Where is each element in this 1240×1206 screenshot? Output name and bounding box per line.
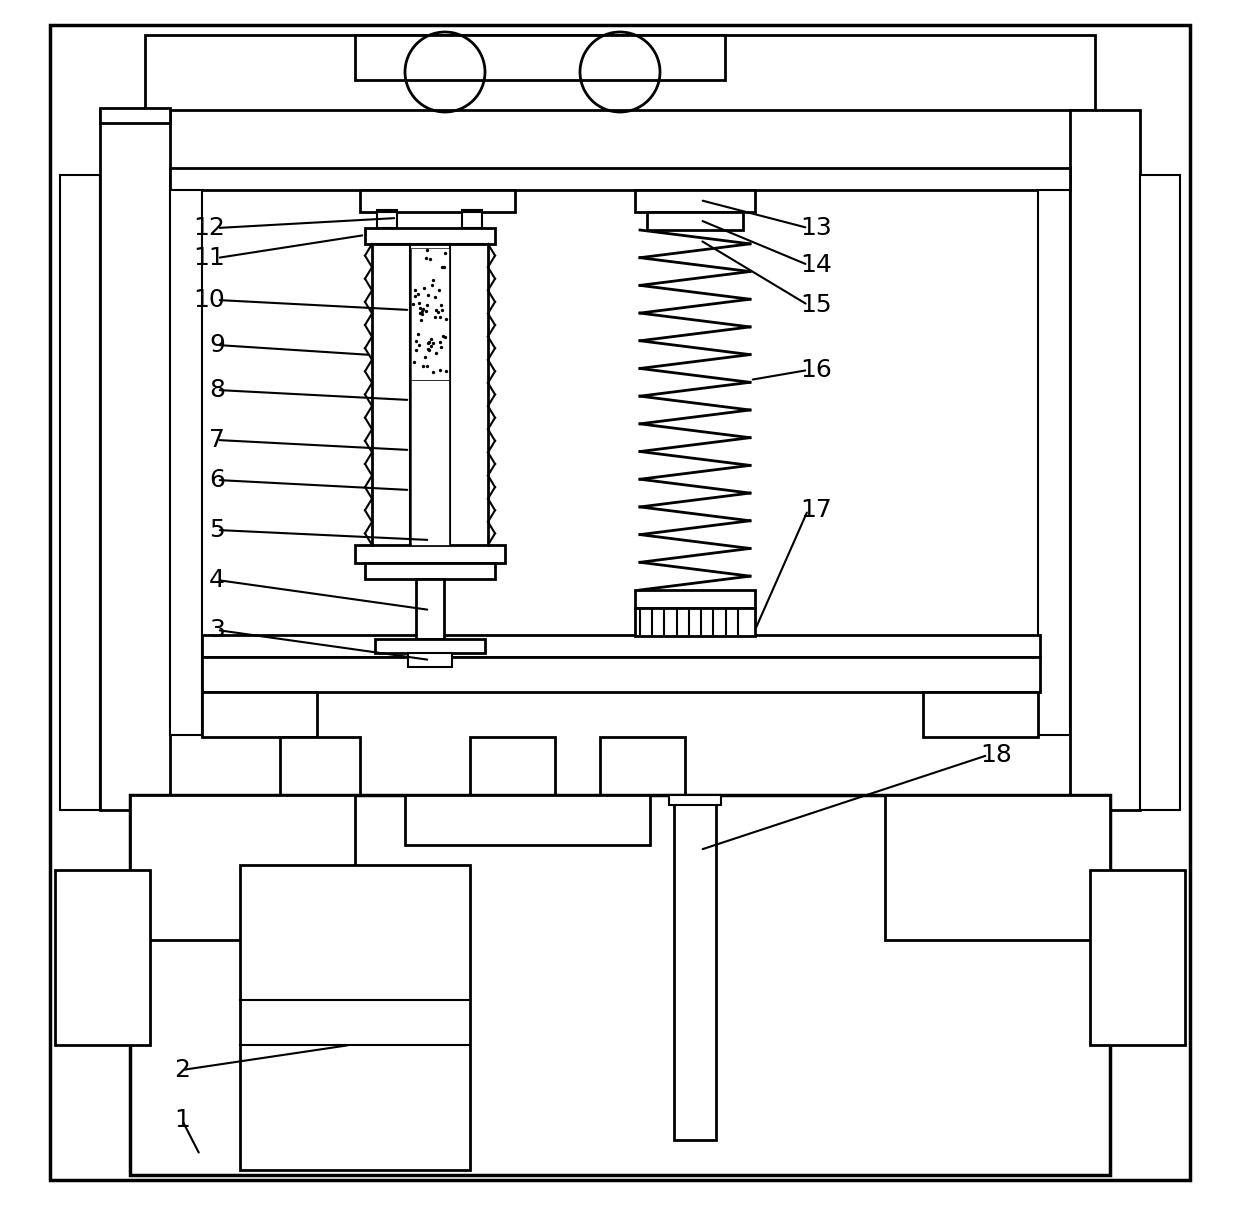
Bar xyxy=(145,35,1095,110)
Bar xyxy=(55,870,150,1046)
Bar xyxy=(1038,191,1070,734)
Bar xyxy=(130,795,355,939)
Bar xyxy=(410,380,449,545)
Text: 15: 15 xyxy=(800,293,832,317)
Bar xyxy=(1090,870,1185,1046)
Text: 3: 3 xyxy=(210,617,224,642)
Bar xyxy=(923,692,1038,737)
Text: 16: 16 xyxy=(800,358,832,382)
Bar xyxy=(463,212,482,228)
Text: 13: 13 xyxy=(800,216,832,240)
Text: 2: 2 xyxy=(174,1058,190,1082)
Bar xyxy=(635,191,755,212)
Bar xyxy=(100,110,170,810)
Bar xyxy=(202,657,1040,692)
Bar xyxy=(241,865,470,1170)
Bar xyxy=(355,545,505,563)
Text: 10: 10 xyxy=(193,288,224,312)
Bar xyxy=(635,590,755,608)
Bar xyxy=(1070,110,1140,810)
Bar xyxy=(635,608,755,636)
Bar xyxy=(885,795,1110,939)
Text: 1: 1 xyxy=(174,1108,190,1132)
Bar xyxy=(130,795,1110,1175)
Bar xyxy=(170,191,202,734)
Bar xyxy=(410,248,449,380)
Text: 8: 8 xyxy=(210,377,224,402)
Text: 17: 17 xyxy=(800,498,832,522)
Bar xyxy=(100,109,170,123)
Bar xyxy=(60,175,100,810)
Bar xyxy=(365,563,495,579)
Bar xyxy=(355,35,725,80)
Bar xyxy=(202,636,1040,657)
Bar xyxy=(374,639,485,652)
Text: 18: 18 xyxy=(980,743,1012,767)
Bar xyxy=(377,212,397,228)
Text: 4: 4 xyxy=(210,568,224,592)
Bar xyxy=(405,795,650,845)
Text: 6: 6 xyxy=(210,468,224,492)
Bar xyxy=(670,795,720,804)
Bar xyxy=(647,212,743,230)
Bar xyxy=(675,800,715,1140)
Bar xyxy=(280,737,360,795)
Bar xyxy=(170,168,1070,191)
Bar xyxy=(1140,175,1180,810)
Bar xyxy=(202,692,317,737)
Text: 7: 7 xyxy=(210,428,224,452)
Text: 11: 11 xyxy=(193,246,224,270)
Text: 5: 5 xyxy=(210,519,224,541)
Text: 9: 9 xyxy=(210,333,224,357)
Bar xyxy=(600,737,684,795)
Bar xyxy=(470,737,556,795)
Text: 14: 14 xyxy=(800,253,832,277)
Bar xyxy=(360,191,515,212)
Bar xyxy=(415,579,444,639)
Bar xyxy=(365,228,495,244)
Bar xyxy=(408,652,453,667)
Text: 12: 12 xyxy=(193,216,224,240)
